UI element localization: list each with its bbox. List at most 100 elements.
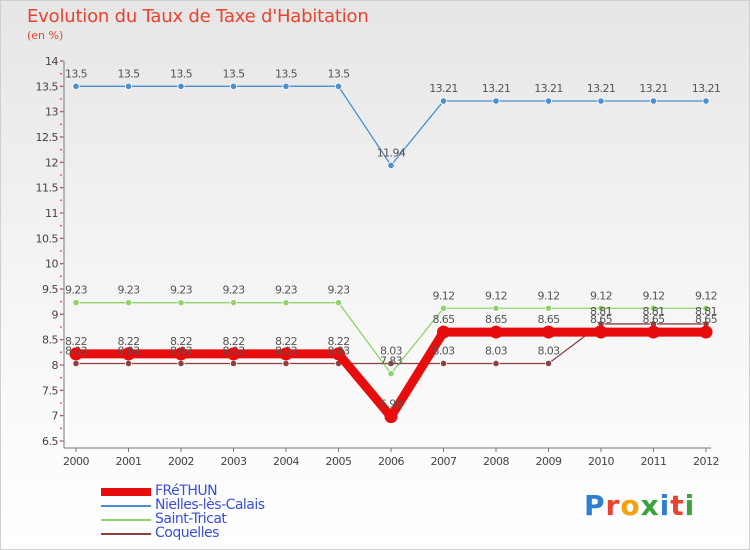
data-point — [227, 347, 240, 361]
data-label: 8.81 — [642, 305, 664, 318]
x-tick-label: 2007 — [431, 455, 457, 468]
data-label: 13.5 — [327, 67, 350, 80]
y-tick-label: 12 — [45, 156, 58, 169]
data-label: 8.22 — [327, 335, 349, 348]
data-label: 8.22 — [222, 335, 244, 348]
data-label: 13.21 — [429, 82, 458, 95]
data-point — [387, 359, 395, 368]
data-label: 13.5 — [222, 67, 245, 80]
y-minor-tick — [60, 186, 62, 189]
y-minor-tick — [60, 440, 62, 442]
y-minor-tick — [60, 237, 62, 240]
data-label: 9.12 — [537, 289, 559, 302]
y-minor-tick — [60, 402, 62, 404]
data-label: 13.5 — [170, 67, 193, 80]
data-label: 8.65 — [590, 313, 613, 326]
data-point — [279, 347, 293, 361]
data-point — [439, 359, 448, 368]
data-label: 8.65 — [695, 313, 718, 326]
data-point — [544, 304, 553, 312]
y-minor-tick — [60, 326, 62, 328]
y-tick-label: 13 — [45, 106, 58, 119]
data-point — [177, 82, 185, 90]
data-label: 8.03 — [275, 344, 298, 357]
data-point — [334, 299, 343, 307]
y-minor-tick — [60, 275, 62, 278]
y-minor-tick — [60, 313, 62, 316]
x-tick-label: 2010 — [588, 455, 614, 468]
data-point — [492, 97, 500, 105]
y-minor-tick — [60, 199, 62, 202]
y-minor-tick — [60, 136, 62, 138]
legend-swatch — [101, 488, 151, 496]
data-label: 7.83 — [380, 355, 403, 368]
y-minor-tick — [60, 414, 62, 417]
data-label: 8.03 — [380, 344, 403, 357]
x-tick-label: 2001 — [116, 455, 142, 468]
logo-letter: P — [584, 489, 606, 522]
y-minor-tick — [60, 110, 62, 113]
data-label: 9.23 — [117, 284, 140, 297]
data-label: 9.23 — [275, 284, 298, 297]
data-label: 8.03 — [222, 344, 245, 357]
logo-letter: i — [659, 489, 671, 522]
y-tick-label: 11.5 — [36, 182, 59, 195]
data-label: 13.21 — [482, 82, 511, 95]
logo-letter: o — [620, 489, 641, 522]
data-point — [384, 410, 398, 424]
data-label: 8.03 — [485, 344, 508, 357]
y-minor-tick — [60, 364, 62, 366]
data-label: 13.5 — [65, 67, 88, 80]
data-point — [702, 97, 710, 105]
data-label: 9.23 — [327, 284, 350, 297]
y-tick-label: 7.5 — [42, 384, 58, 397]
data-point — [334, 82, 343, 90]
y-minor-tick — [60, 98, 62, 100]
y-minor-tick — [60, 288, 62, 290]
data-point — [387, 370, 395, 378]
data-point — [699, 325, 713, 339]
data-point — [649, 304, 658, 312]
data-label: 9.23 — [170, 284, 193, 297]
line-chart: 6.5 7 7.5 8 8.5 9 9.5 10 10.5 11 11.5 12 12.5 13 13.5 1… — [36, 55, 721, 468]
y-tick-label: 7 — [52, 410, 59, 423]
data-label: 9.12 — [485, 289, 507, 302]
data-point — [229, 82, 238, 90]
data-point — [229, 299, 238, 307]
data-label: 13.21 — [692, 82, 721, 95]
y-tick-label: 8 — [52, 359, 59, 372]
data-point — [439, 304, 448, 312]
data-point — [124, 359, 133, 368]
data-label: 9.23 — [65, 284, 88, 297]
y-tick-label: 8.5 — [42, 334, 58, 347]
y-minor-tick — [60, 250, 62, 252]
data-label: 8.03 — [327, 344, 350, 357]
y-minor-tick — [60, 85, 62, 88]
x-tick-label: 2005 — [326, 455, 352, 468]
data-point — [594, 325, 608, 339]
y-tick-label: 14 — [45, 55, 58, 68]
data-label: 8.22 — [170, 335, 192, 348]
y-minor-tick — [60, 376, 62, 379]
x-tick-label: 2003 — [221, 455, 247, 468]
data-label: 9.23 — [222, 284, 245, 297]
legend-swatch — [101, 505, 151, 507]
data-point — [647, 325, 660, 339]
legend-label: Saint-Tricat — [155, 511, 227, 527]
y-tick-label: 10.5 — [36, 232, 59, 245]
data-point — [72, 359, 80, 368]
legend-swatch — [101, 519, 151, 521]
chart-unit: (en %) — [27, 29, 64, 42]
y-tick-label: 9.5 — [42, 283, 58, 296]
data-point — [649, 97, 658, 105]
data-label: 8.65 — [485, 313, 508, 326]
data-point — [702, 304, 710, 312]
logo-letter: t — [670, 489, 685, 522]
data-label: 8.03 — [170, 344, 193, 357]
data-label: 13.5 — [275, 67, 298, 80]
data-point — [122, 347, 135, 361]
data-label: 13.5 — [117, 67, 140, 80]
data-label: 8.81 — [590, 305, 612, 318]
data-point — [489, 325, 503, 339]
